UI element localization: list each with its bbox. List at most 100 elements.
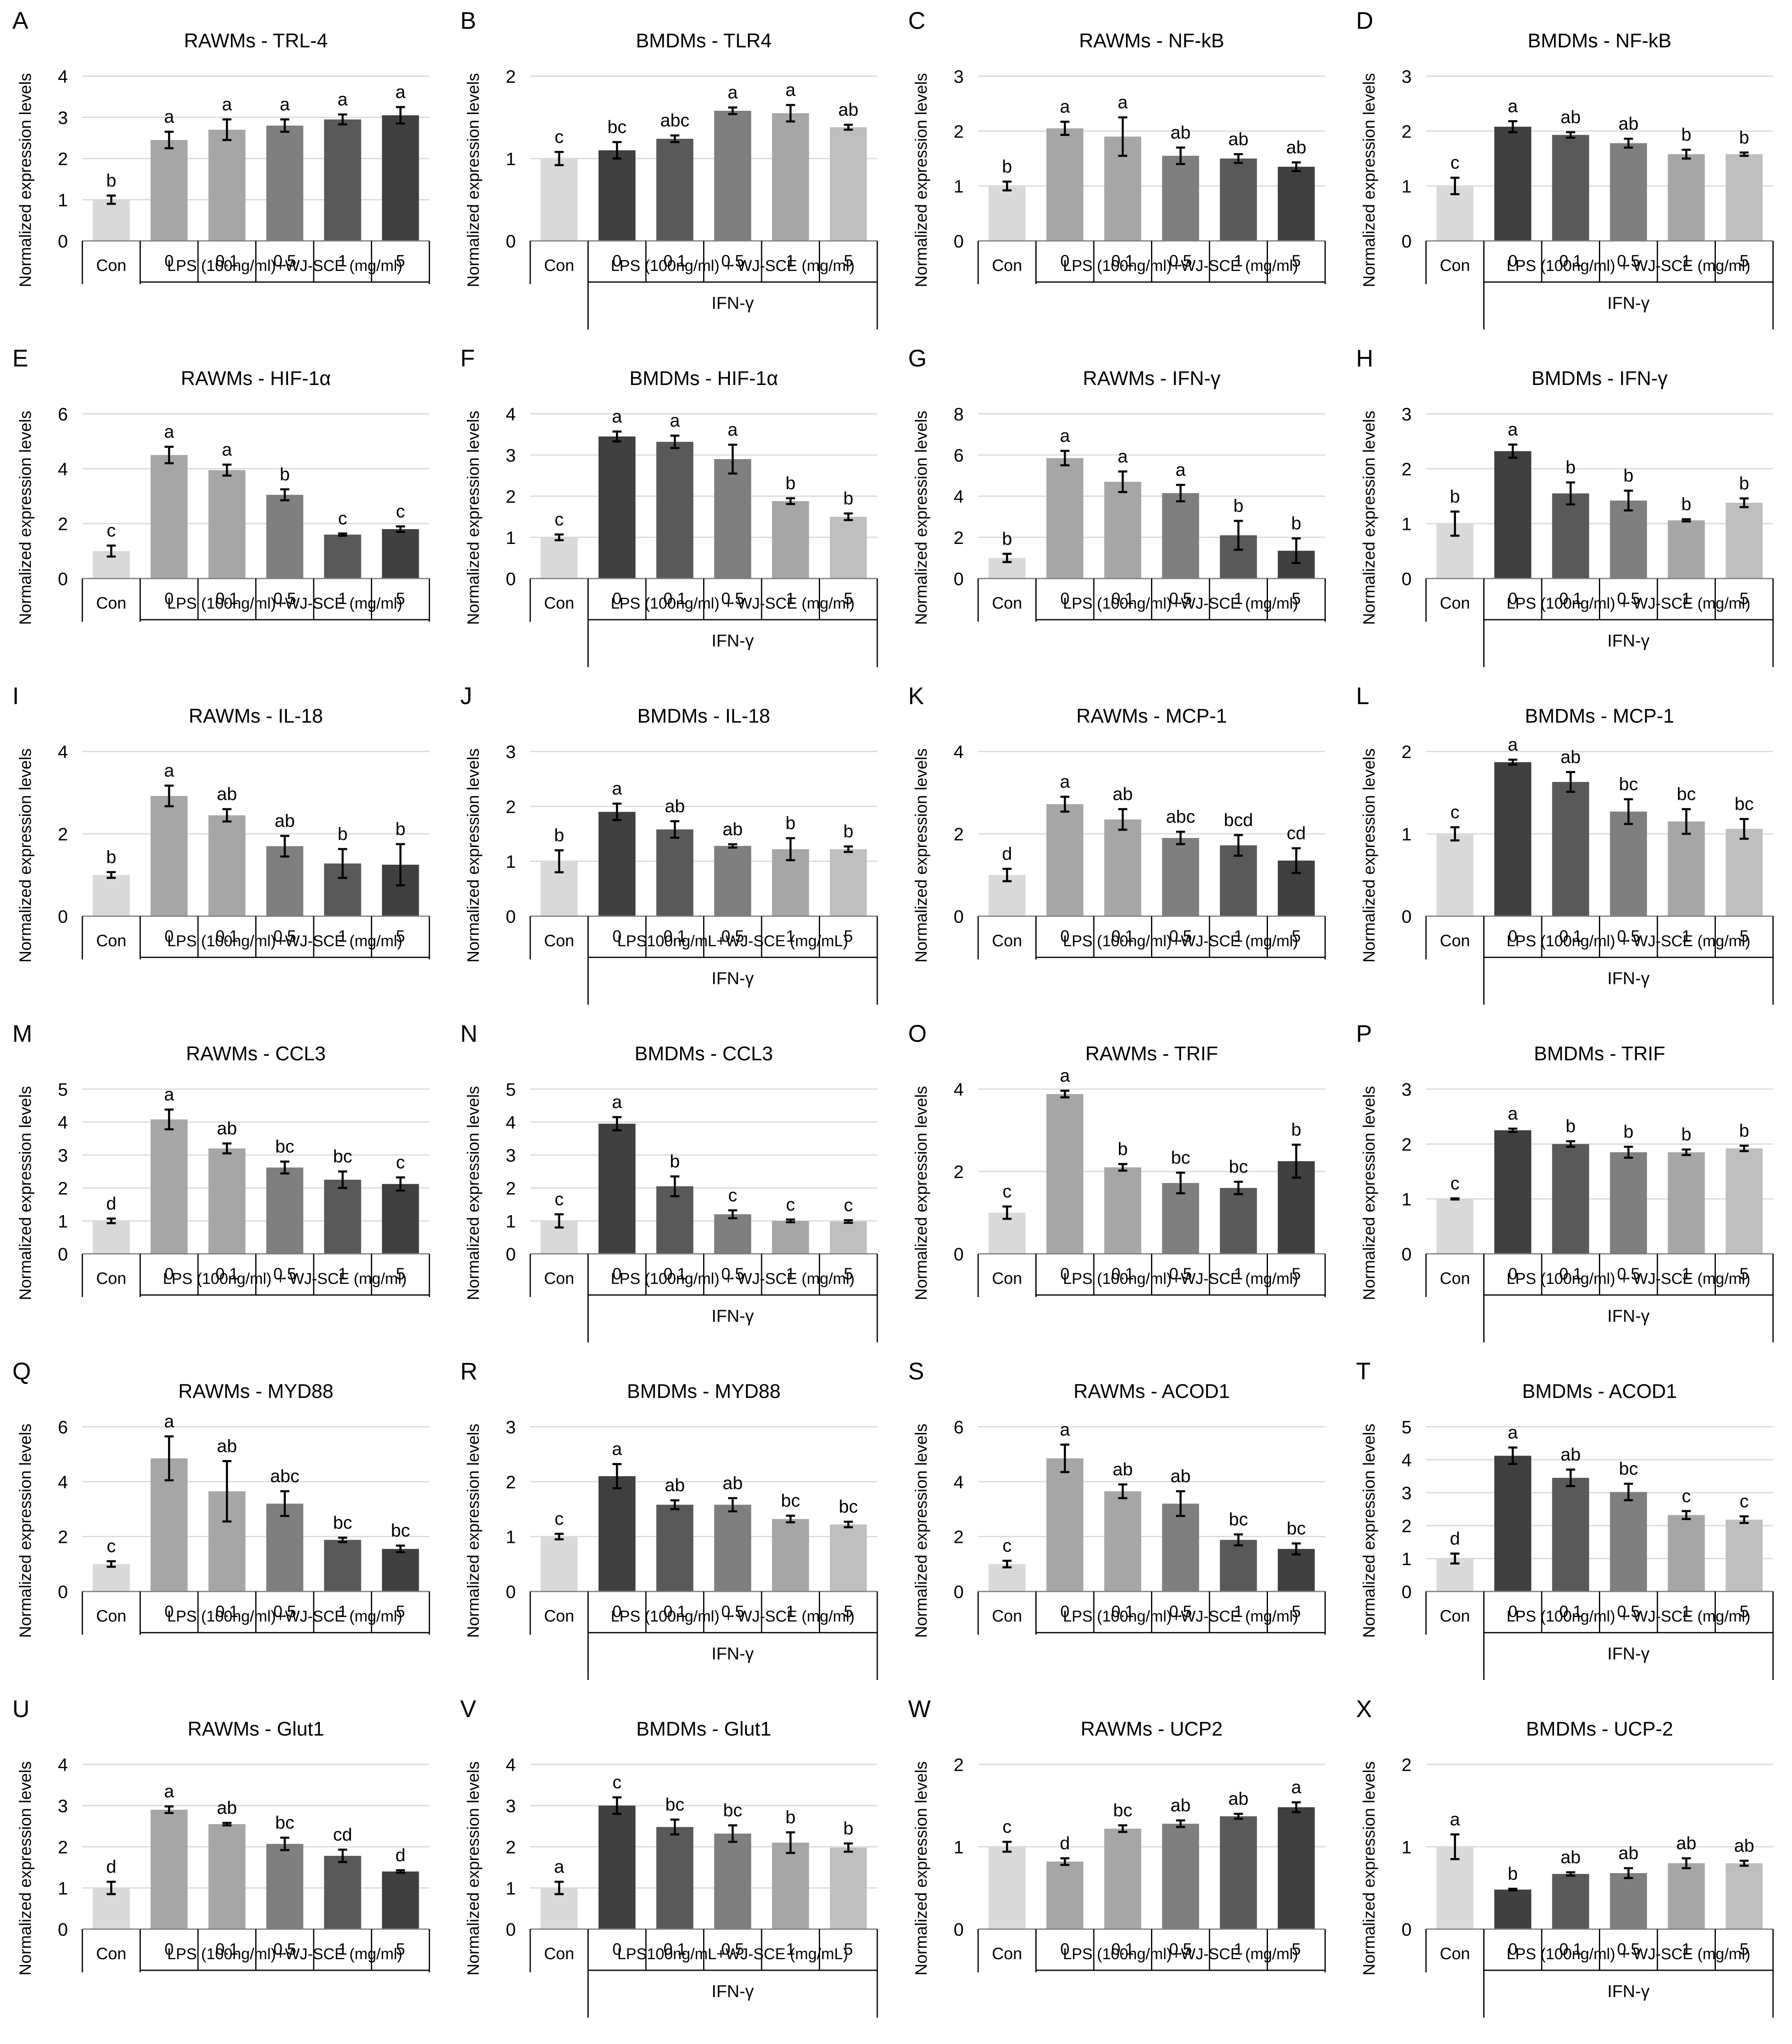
y-axis-label: Normalized expression levels <box>912 1086 930 1300</box>
significance-letter: a <box>1508 420 1518 440</box>
panel-letter: S <box>908 1358 924 1385</box>
bar <box>1046 458 1084 579</box>
significance-letter: c <box>728 1185 737 1205</box>
y-tick-label: 0 <box>954 569 964 589</box>
bar <box>1494 451 1531 579</box>
x-tick-label: 0.5 <box>1169 1603 1192 1621</box>
y-tick-label: 1 <box>1402 1837 1412 1857</box>
significance-letter: c <box>1682 1486 1691 1506</box>
x-tick-label: 1 <box>338 590 347 608</box>
bar <box>1162 156 1199 241</box>
bar <box>714 846 751 916</box>
panel-letter: R <box>460 1358 478 1385</box>
x-tick-label: 0.5 <box>1617 252 1640 270</box>
significance-letter: c <box>786 1195 795 1215</box>
bar <box>772 1221 809 1254</box>
y-tick-label: 4 <box>506 1755 516 1775</box>
panel-O: O RAWMs - TRIF 0 2 4 Normalized expression le… <box>908 1020 1326 1300</box>
chart-title: RAWMs - ACOD1 <box>1074 1381 1230 1402</box>
treatment-label: LPS100ng/mL+WJ-SCE (mg/mL) <box>617 1946 848 1963</box>
bar <box>830 517 867 579</box>
significance-letter: c <box>1002 1817 1011 1837</box>
panel-V: V BMDMs - Glut1 0 1 2 3 4 Normalized expression… <box>460 1696 878 2018</box>
y-tick-label: 2 <box>506 487 516 507</box>
x-tick-label-con: Con <box>544 257 574 275</box>
significance-letter: ab <box>1170 122 1191 142</box>
significance-letter: a <box>1118 92 1128 112</box>
significance-letter: ab <box>1561 1847 1581 1867</box>
y-tick-label: 3 <box>506 1417 516 1437</box>
treatment-label: LPS (100ng/ml) + WJ-SCE (mg/ml) <box>1507 257 1750 275</box>
x-tick-label: 0.1 <box>215 252 238 270</box>
significance-letter: a <box>728 420 738 440</box>
bar <box>93 200 130 241</box>
ifn-label: IFN-γ <box>1607 1644 1650 1663</box>
bar <box>324 1540 361 1591</box>
significance-letter: a <box>1060 1419 1070 1440</box>
significance-letter: b <box>1291 1120 1301 1140</box>
bar <box>1162 838 1199 916</box>
significance-letter: d <box>106 1193 116 1213</box>
x-tick-label: 5 <box>1740 590 1749 608</box>
x-tick-label: 0.1 <box>663 1265 686 1283</box>
panel-letter: L <box>1356 683 1369 709</box>
x-tick-label-con: Con <box>992 1607 1022 1625</box>
x-tick-label: 1 <box>1682 1603 1691 1621</box>
chart-title: BMDMs - MYD88 <box>627 1381 781 1402</box>
significance-letter: bc <box>723 1800 742 1820</box>
significance-letter: ab <box>1113 784 1133 804</box>
x-tick-label: 0.5 <box>273 927 296 945</box>
bar <box>150 455 188 579</box>
bar <box>1725 1148 1763 1254</box>
panel-letter: O <box>908 1020 927 1047</box>
bar <box>1668 154 1705 241</box>
x-tick-label: 5 <box>1292 590 1301 608</box>
x-tick-label-con: Con <box>544 1945 574 1963</box>
chart-title: RAWMs - IL-18 <box>189 705 323 727</box>
significance-letter: b <box>1681 125 1691 145</box>
significance-letter: bc <box>1735 794 1754 814</box>
significance-letter: abc <box>270 1466 299 1486</box>
significance-letter: b <box>785 473 795 493</box>
x-tick-label-con: Con <box>96 1945 126 1963</box>
bar <box>1046 1862 1084 1929</box>
ifn-label: IFN-γ <box>711 1644 754 1663</box>
bar <box>830 1524 867 1591</box>
significance-letter: b <box>396 819 405 839</box>
significance-letter: a <box>785 80 796 100</box>
x-tick-label: 0.5 <box>1617 1940 1640 1958</box>
bar <box>1725 1863 1763 1929</box>
y-tick-label: 4 <box>58 1472 68 1492</box>
treatment-label: LPS (100ng/ml)+WJ-SCE (mg/ml) <box>1063 1270 1298 1288</box>
significance-letter: ab <box>665 1475 685 1496</box>
significance-letter: a <box>1060 772 1070 792</box>
y-tick-label: 0 <box>1402 569 1412 589</box>
y-tick-label: 4 <box>954 487 964 507</box>
significance-letter: b <box>1233 496 1243 516</box>
treatment-label: LPS (100ng/ml) + WJ-SCE (mg/ml) <box>611 595 855 612</box>
bar <box>382 1871 419 1929</box>
bar <box>324 1180 361 1254</box>
chart-title: RAWMs - IFN-γ <box>1083 368 1220 390</box>
x-tick-label: 0 <box>1508 590 1517 608</box>
chart-title: RAWMs - Glut1 <box>188 1718 324 1740</box>
significance-letter: bc <box>275 1813 294 1833</box>
x-tick-label: 0.1 <box>1111 590 1134 608</box>
significance-letter: c <box>396 501 405 521</box>
x-tick-label: 0 <box>1060 590 1070 608</box>
ifn-label: IFN-γ <box>1607 293 1650 313</box>
x-tick-label: 1 <box>786 1940 795 1958</box>
significance-letter: a <box>338 89 348 110</box>
significance-letter: ab <box>1286 137 1306 157</box>
x-tick-label: 0 <box>165 590 174 608</box>
significance-letter: c <box>555 509 564 530</box>
x-tick-label-con: Con <box>96 257 126 275</box>
bar <box>1552 782 1589 916</box>
y-tick-label: 6 <box>954 446 964 466</box>
panel-letter: D <box>1356 7 1373 34</box>
chart-title: BMDMs - TRIF <box>1534 1043 1665 1065</box>
significance-letter: a <box>1176 460 1186 480</box>
significance-letter: ab <box>217 784 237 804</box>
bar <box>150 140 188 241</box>
bar <box>93 875 130 916</box>
